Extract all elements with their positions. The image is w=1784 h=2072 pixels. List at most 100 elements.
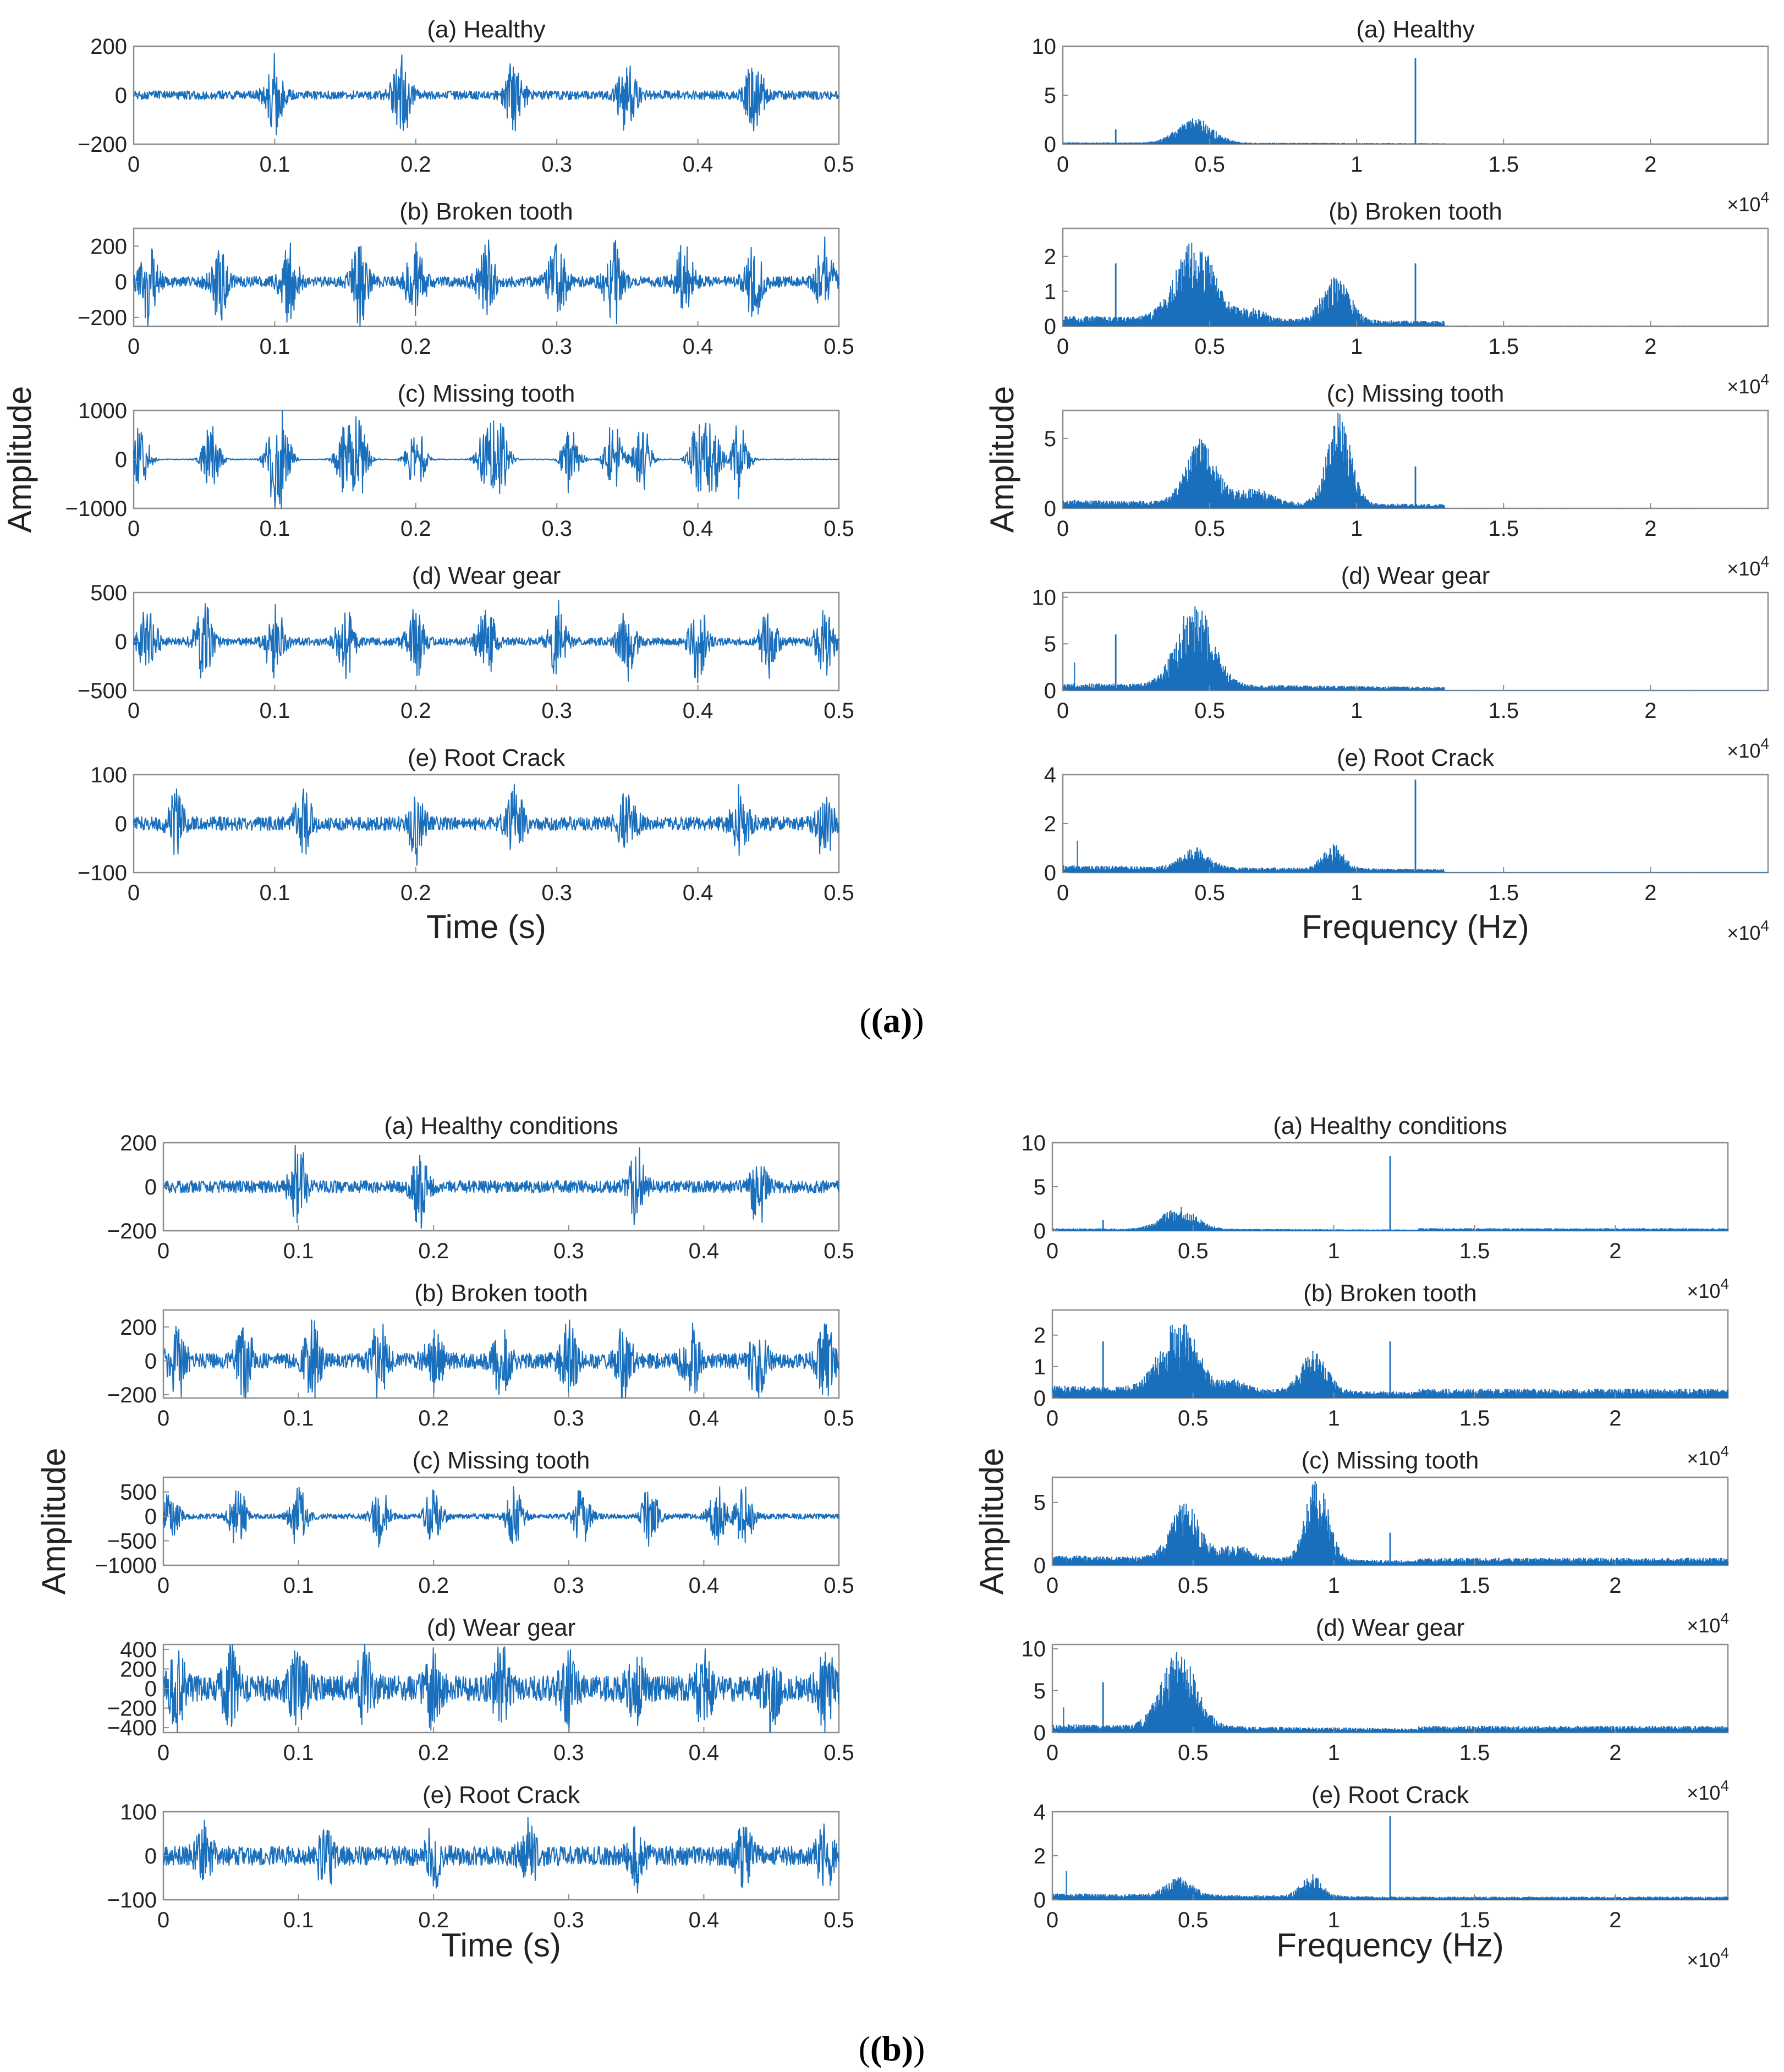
time-0-ytick-label: −200 xyxy=(107,1219,157,1243)
time-4-xtick-label: 0 xyxy=(128,881,140,905)
freq-1-ytick-label: 2 xyxy=(1044,245,1056,269)
time-1-xtick-label: 0.5 xyxy=(824,335,854,359)
time-3-ytick-label: 200 xyxy=(120,1657,157,1681)
freq-0-xtick-label: 0 xyxy=(1057,152,1069,177)
time-0-xtick-label: 0.1 xyxy=(260,152,290,177)
time-4-xtick-label: 0.1 xyxy=(260,881,290,905)
freq-1-xtick-label: 1 xyxy=(1328,1406,1340,1430)
freq-3-ytick-label: 0 xyxy=(1044,679,1056,703)
time-1-xtick-label: 0.5 xyxy=(824,1406,854,1430)
freq-2-xtick-label: 2 xyxy=(1644,517,1656,541)
time-subplot-title: (e) Root Crack xyxy=(422,1782,580,1808)
time-2-ytick-label: 0 xyxy=(115,448,127,472)
freq-2-multiplier: ×104 xyxy=(1727,553,1769,580)
time-3-ytick-label: −400 xyxy=(107,1716,157,1740)
freq-3-xtick-label: 0 xyxy=(1046,1741,1058,1765)
freq-3-xtick-label: 2 xyxy=(1609,1741,1621,1765)
time-0-xtick-label: 0.5 xyxy=(824,1239,854,1263)
time-1-xtick-label: 0 xyxy=(128,335,140,359)
freq-4-ytick-label: 0 xyxy=(1034,1888,1046,1912)
freq-subplot-title: (e) Root Crack xyxy=(1311,1782,1469,1808)
time-2-xtick-label: 0.4 xyxy=(689,1574,720,1598)
time-4-ytick-label: 0 xyxy=(145,1844,157,1868)
time-0-signal xyxy=(163,1144,839,1229)
time-2-xtick-label: 0.2 xyxy=(418,1574,449,1598)
time-1-xtick-label: 0.2 xyxy=(400,335,431,359)
time-ylabel: Amplitude xyxy=(35,1448,72,1595)
time-1-xtick-label: 0.1 xyxy=(283,1406,314,1430)
time-3-xtick-label: 0.4 xyxy=(683,699,713,723)
caption-b: ((b)) xyxy=(859,2029,925,2068)
time-4-xtick-label: 0.3 xyxy=(553,1908,584,1932)
time-3-ytick-label: −500 xyxy=(78,679,127,703)
freq-3-ytick-label: 10 xyxy=(1032,585,1057,610)
time-0-xtick-label: 0.5 xyxy=(824,152,854,177)
freq-0-xtick-label: 2 xyxy=(1609,1239,1621,1263)
time-4-xtick-label: 0.5 xyxy=(824,881,854,905)
freq-3-xtick-label: 1 xyxy=(1351,699,1363,723)
freq-0-xtick-label: 1 xyxy=(1351,152,1363,177)
time-2-xtick-label: 0 xyxy=(157,1574,169,1598)
time-3-ytick-label: 400 xyxy=(120,1638,157,1662)
freq-3-xtick-label: 1.5 xyxy=(1488,699,1519,723)
freq-subplot-title: (a) Healthy xyxy=(1356,16,1474,43)
freq-0-xtick-label: 1.5 xyxy=(1488,152,1519,177)
time-3-xtick-label: 0.1 xyxy=(283,1741,314,1765)
time-1-xtick-label: 0.3 xyxy=(553,1406,584,1430)
freq-4-xtick-label: 0.5 xyxy=(1194,881,1225,905)
time-2-ytick-label: 1000 xyxy=(78,399,127,423)
caption-a: ((a)) xyxy=(859,1001,924,1040)
time-2-signal xyxy=(163,1486,839,1548)
freq-4-xtick-label: 1 xyxy=(1351,881,1363,905)
time-0-signal xyxy=(133,52,839,135)
time-4-ytick-label: 0 xyxy=(115,812,127,836)
time-2-ytick-label: 0 xyxy=(145,1505,157,1529)
freq-4-multiplier: ×104 xyxy=(1687,1944,1729,1971)
time-4-ytick-label: −100 xyxy=(107,1888,157,1912)
time-4-ytick-label: −100 xyxy=(78,861,127,885)
time-subplot-title: (b) Broken tooth xyxy=(399,198,573,225)
freq-ylabel: Amplitude xyxy=(984,386,1020,533)
time-1-ytick-label: 0 xyxy=(145,1349,157,1373)
time-3-ytick-label: 0 xyxy=(145,1677,157,1701)
time-0-ytick-label: 0 xyxy=(115,84,127,108)
freq-3-xtick-label: 0.5 xyxy=(1194,699,1225,723)
time-2-xtick-label: 0.5 xyxy=(824,517,854,541)
time-3-signal xyxy=(133,600,839,683)
time-0-xtick-label: 0 xyxy=(128,152,140,177)
time-4-signal xyxy=(133,783,839,866)
time-1-xtick-label: 0.4 xyxy=(689,1406,720,1430)
freq-subplot-4: (e) Root Crack 4 2 00 0.5 1 1.5 2 ×104 xyxy=(1044,744,1769,944)
freq-0-xtick-label: 1.5 xyxy=(1459,1239,1490,1263)
freq-subplot-3: (d) Wear gear 10 5 00 0.5 1 1.5 2 ×104 xyxy=(1032,562,1770,762)
time-2-ytick-label: −1000 xyxy=(65,497,127,521)
freq-2-xtick-label: 1 xyxy=(1328,1574,1340,1598)
freq-3-ytick-label: 0 xyxy=(1034,1721,1046,1745)
freq-0-multiplier: ×104 xyxy=(1687,1275,1729,1302)
freq-0-xtick-label: 0 xyxy=(1046,1239,1058,1263)
freq-1-multiplier: ×104 xyxy=(1727,371,1769,398)
freq-3-ytick-label: 5 xyxy=(1034,1679,1046,1703)
freq-1-ytick-label: 0 xyxy=(1034,1386,1046,1411)
time-ylabel: Amplitude xyxy=(1,386,38,533)
time-2-xtick-label: 0.2 xyxy=(400,517,431,541)
freq-3-xtick-label: 1 xyxy=(1328,1741,1340,1765)
freq-3-xtick-label: 1.5 xyxy=(1459,1741,1490,1765)
time-subplot-title: (a) Healthy conditions xyxy=(384,1112,618,1139)
freq-subplot-3: (d) Wear gear 10 5 00 0.5 1 1.5 2 ×104 xyxy=(1022,1614,1730,1804)
freq-2-multiplier: ×104 xyxy=(1687,1610,1729,1637)
freq-0-ytick-label: 5 xyxy=(1034,1175,1046,1199)
time-1-xtick-label: 0.2 xyxy=(418,1406,449,1430)
time-1-xtick-label: 0.3 xyxy=(541,335,572,359)
time-0-xtick-label: 0.4 xyxy=(689,1239,720,1263)
freq-1-ytick-label: 2 xyxy=(1034,1324,1046,1348)
time-subplot-title: (c) Missing tooth xyxy=(398,380,575,407)
freq-4-xtick-label: 1 xyxy=(1328,1908,1340,1932)
